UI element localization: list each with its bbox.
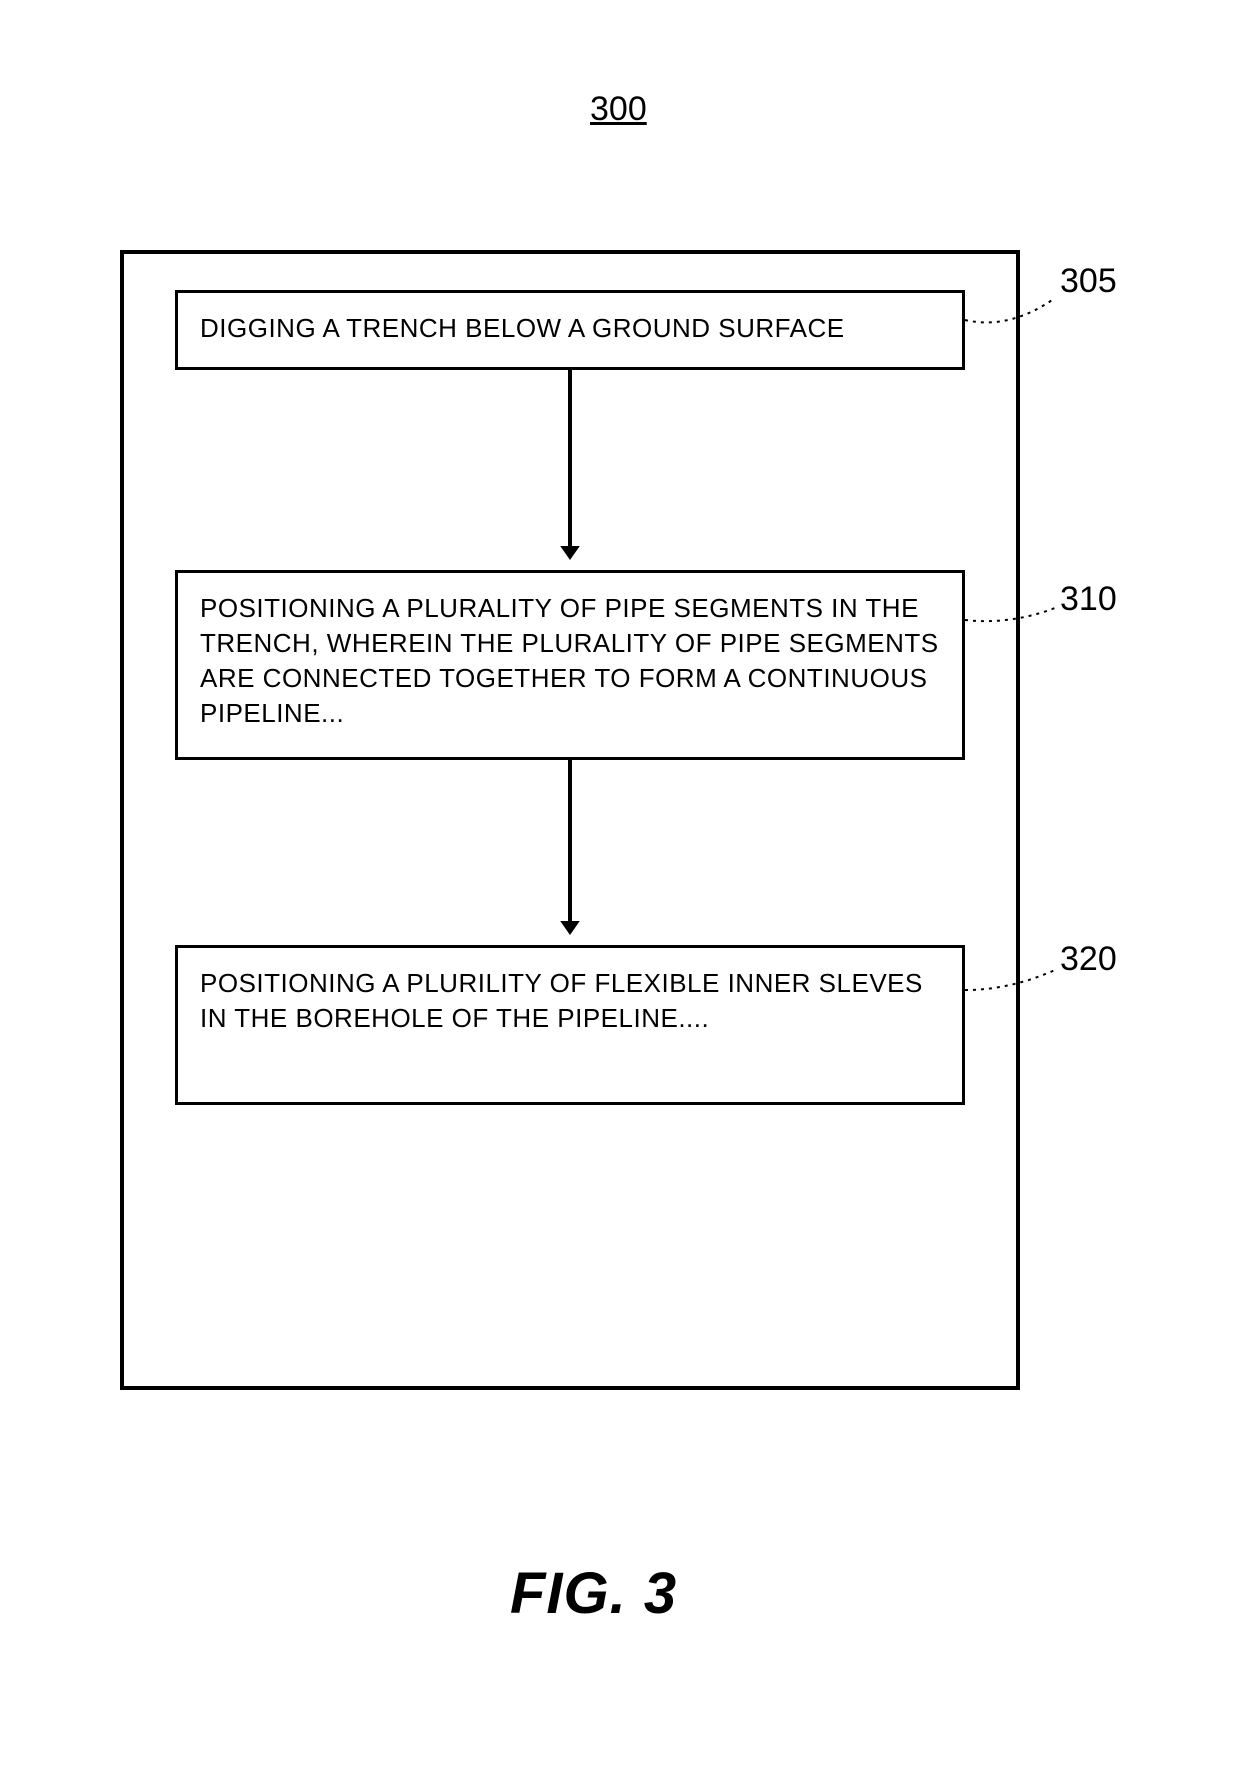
- flowchart-step-305: DIGGING A TRENCH BELOW A GROUND SURFACE: [175, 290, 965, 370]
- step-text: DIGGING A TRENCH BELOW A GROUND SURFACE: [200, 311, 940, 346]
- step-ref-305: 305: [1060, 262, 1117, 301]
- flowchart-step-320: POSITIONING A PLURILITY OF FLEXIBLE INNE…: [175, 945, 965, 1105]
- flowchart-step-310: POSITIONING A PLURALITY OF PIPE SEGMENTS…: [175, 570, 965, 760]
- figure-canvas: { "figure": { "ref_number": "300", "ref_…: [0, 0, 1240, 1771]
- step-text: POSITIONING A PLURALITY OF PIPE SEGMENTS…: [200, 591, 940, 731]
- step-ref-320: 320: [1060, 940, 1117, 979]
- flowchart-outer-box: [120, 250, 1020, 1390]
- step-text: POSITIONING A PLURILITY OF FLEXIBLE INNE…: [200, 966, 940, 1036]
- figure-caption: FIG. 3: [510, 1560, 677, 1627]
- figure-reference-number: 300: [590, 90, 647, 129]
- step-ref-310: 310: [1060, 580, 1117, 619]
